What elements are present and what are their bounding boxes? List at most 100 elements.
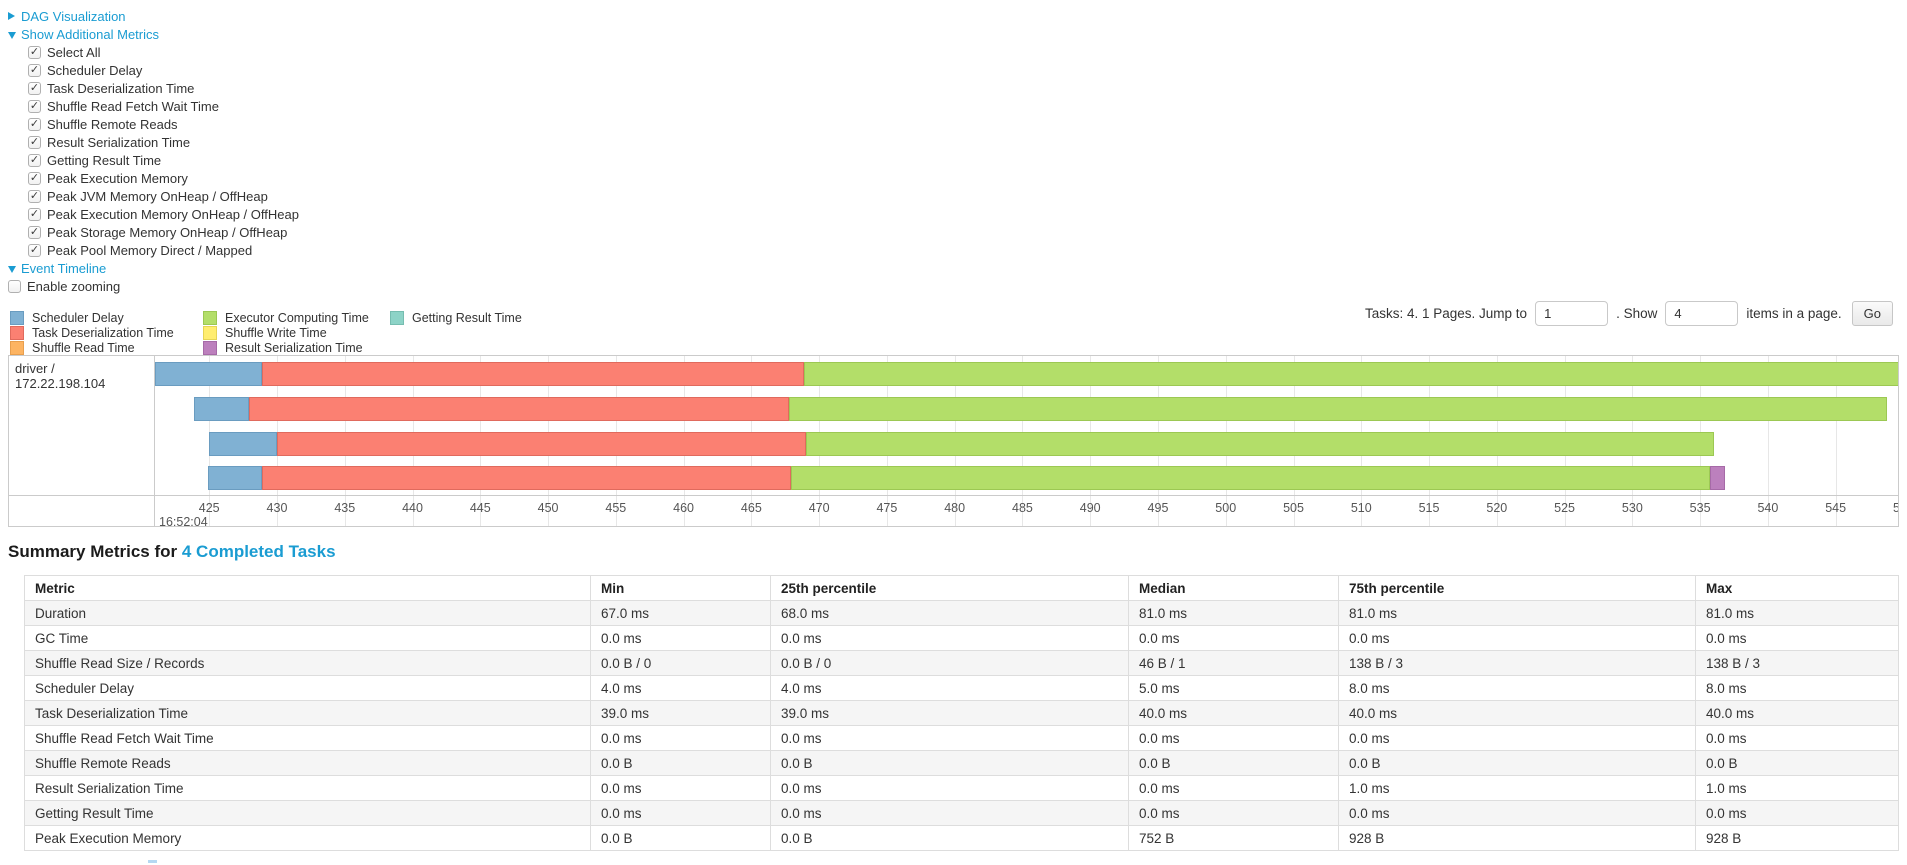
metric-value-cell: 0.0 B [590,825,771,851]
event-timeline-toggle[interactable]: Event Timeline [8,259,1907,277]
dag-visualization-label[interactable]: DAG Visualization [21,8,126,24]
metric-value-cell: 4.0 ms [770,675,1129,701]
task-bar-segment-task_deserialization[interactable] [262,466,791,491]
metric-value-cell: 81.0 ms [1695,600,1899,626]
metric-value-cell: 0.0 ms [770,800,1129,826]
show-additional-metrics-label[interactable]: Show Additional Metrics [21,26,160,42]
legend-column: Executor Computing Time Shuffle Write Tim… [203,310,390,355]
metric-checkbox-row[interactable]: ✓ Peak Execution Memory OnHeap / OffHeap [28,205,1907,223]
dag-visualization-toggle[interactable]: DAG Visualization [8,7,1907,25]
gridline [1835,356,1837,526]
legend-column: Getting Result Time [390,310,522,355]
metric-value-cell: 752 B [1128,825,1339,851]
checkbox-icon[interactable]: ✓ [28,63,41,77]
metric-checkbox-row[interactable]: ✓ Peak Execution Memory [28,169,1907,187]
task-bar-segment-scheduler_delay[interactable] [207,466,263,491]
axis-tick-label: 495 [1147,501,1169,515]
checkbox-label: Peak Execution Memory OnHeap / OffHeap [47,206,299,222]
task-bar-segment-result_serialization[interactable] [1709,466,1725,491]
chevron-down-icon [8,265,16,273]
axis-tick-label: 470 [808,501,830,515]
task-bar-segment-executor_computing[interactable] [805,431,1714,456]
task-bar-segment-executor_computing[interactable] [789,396,1888,421]
checkbox-label: Peak Pool Memory Direct / Mapped [47,242,253,258]
items-per-page-input[interactable] [1665,301,1739,326]
metric-checkbox-row[interactable]: ✓ Task Deserialization Time [28,79,1907,97]
checkbox-label: Shuffle Read Fetch Wait Time [47,98,219,114]
metric-checkbox-row[interactable]: ✓ Shuffle Remote Reads [28,115,1907,133]
task-pagination: Tasks: 4. 1 Pages. Jump to . Show items … [1365,301,1893,326]
checkbox-icon[interactable]: ✓ [28,99,41,113]
go-button[interactable]: Go [1851,301,1893,326]
table-row: Result Serialization Time 0.0 ms 0.0 ms 0.0… [24,775,1899,801]
task-bar-segment-task_deserialization[interactable] [262,362,805,386]
enable-zooming-row[interactable]: Enable zooming [8,277,1907,295]
checkbox-icon[interactable]: ✓ [28,117,41,131]
axis-tick-label: 480 [944,501,966,515]
checkbox-icon[interactable]: ✓ [28,225,41,239]
metric-value-cell: 40.0 ms [1128,700,1339,726]
axis-tick-label: 425 [198,501,220,515]
clipped-next-section [148,860,157,863]
metric-checkbox-row[interactable]: ✓ Scheduler Delay [28,61,1907,79]
task-bar-segment-scheduler_delay[interactable] [155,362,263,386]
table-body: Duration 67.0 ms 68.0 ms 81.0 ms 81.0 ms 81.0… [24,600,1899,851]
timeline-legend: Scheduler Delay Task Deserialization Time… [10,310,522,355]
metric-checkbox-row[interactable]: ✓ Peak Storage Memory OnHeap / OffHeap [28,223,1907,241]
metric-checkbox-row[interactable]: ✓ Shuffle Read Fetch Wait Time [28,97,1907,115]
metric-value-cell: 0.0 ms [1128,800,1339,826]
table-row: Duration 67.0 ms 68.0 ms 81.0 ms 81.0 ms 81.0… [24,600,1899,626]
axis-tick-label: 485 [1011,501,1033,515]
checkbox-icon[interactable]: ✓ [28,81,41,95]
checkbox-icon[interactable]: ✓ [28,189,41,203]
task-bar-segment-task_deserialization[interactable] [276,431,806,456]
axis-tick-label: 465 [740,501,762,515]
axis-tick-label: 520 [1486,501,1508,515]
jump-to-page-input[interactable] [1535,301,1609,326]
show-additional-metrics-toggle[interactable]: Show Additional Metrics [8,25,1907,43]
task-bar-segment-task_deserialization[interactable] [248,396,790,421]
checkbox-label: Scheduler Delay [47,62,143,78]
column-header: Min [590,575,771,601]
checkbox-icon[interactable]: ✓ [28,243,41,257]
timeline-axis-separator [9,495,1898,496]
metric-value-cell: 81.0 ms [1338,600,1696,626]
metric-value-cell: 0.0 B / 0 [590,650,771,676]
metric-value-cell: 0.0 ms [590,800,771,826]
metric-checkbox-row[interactable]: ✓ Select All [28,43,1907,61]
checkbox-icon[interactable]: ✓ [28,45,41,59]
checkbox-icon[interactable]: ✓ [28,135,41,149]
chevron-right-icon [8,12,15,20]
task-bar-segment-scheduler_delay[interactable] [209,431,277,456]
legend-swatch-shuffle_write [203,325,217,340]
metric-name-cell: Shuffle Read Fetch Wait Time [24,725,591,751]
legend-item: Task Deserialization Time [10,325,203,340]
legend-item: Scheduler Delay [10,310,203,325]
enable-zooming-checkbox[interactable] [8,279,21,293]
completed-tasks-link: 4 Completed Tasks [181,542,336,561]
metric-value-cell: 0.0 ms [590,775,771,801]
event-timeline-label[interactable]: Event Timeline [21,260,107,276]
task-bar-segment-executor_computing[interactable] [790,466,1710,491]
checkbox-label: Getting Result Time [47,152,162,168]
table-row: Task Deserialization Time 39.0 ms 39.0 ms 4… [24,700,1899,726]
axis-tick-label: 530 [1621,501,1643,515]
metric-value-cell: 0.0 B [770,825,1129,851]
metric-checkbox-row[interactable]: ✓ Result Serialization Time [28,133,1907,151]
metric-checkbox-row[interactable]: ✓ Peak Pool Memory Direct / Mapped [28,241,1907,259]
metric-value-cell: 0.0 B / 0 [770,650,1129,676]
task-bar-segment-scheduler_delay[interactable] [194,396,249,421]
legend-label: Task Deserialization Time [32,325,174,340]
axis-tick-label: 490 [1079,501,1101,515]
checkbox-icon[interactable]: ✓ [28,207,41,221]
metric-checkbox-row[interactable]: ✓ Peak JVM Memory OnHeap / OffHeap [28,187,1907,205]
checkbox-icon[interactable]: ✓ [28,153,41,167]
metric-name-cell: Shuffle Read Size / Records [24,650,591,676]
metric-value-cell: 8.0 ms [1338,675,1696,701]
metric-value-cell: 0.0 ms [1128,725,1339,751]
checkbox-icon[interactable]: ✓ [28,171,41,185]
column-header: 25th percentile [770,575,1129,601]
metric-checkbox-row[interactable]: ✓ Getting Result Time [28,151,1907,169]
task-bar-segment-executor_computing[interactable] [804,362,1898,386]
metric-value-cell: 0.0 ms [590,625,771,651]
